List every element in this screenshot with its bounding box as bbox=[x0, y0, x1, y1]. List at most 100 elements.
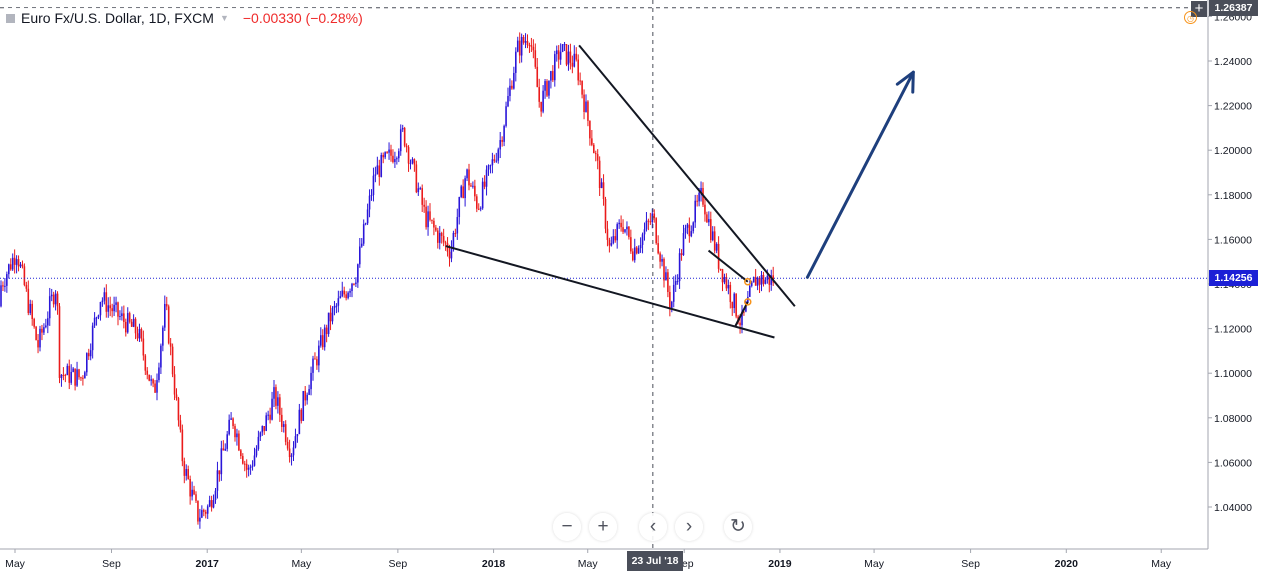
candle-body bbox=[126, 313, 129, 333]
price-axis[interactable]: 1.040001.060001.080001.100001.120001.140… bbox=[1208, 11, 1252, 514]
candle-body bbox=[228, 419, 230, 435]
candle-body bbox=[476, 196, 478, 209]
candle-body bbox=[134, 318, 137, 334]
candle-body bbox=[711, 231, 714, 241]
candle-body bbox=[573, 53, 576, 67]
candle-body bbox=[187, 469, 189, 479]
drawing-handle[interactable] bbox=[744, 298, 752, 306]
candle-body bbox=[536, 66, 539, 88]
candle-body bbox=[366, 209, 369, 224]
falling-wedge-support-line[interactable] bbox=[445, 245, 775, 339]
candle-body bbox=[214, 490, 217, 501]
candle-body bbox=[204, 511, 207, 514]
candle-body bbox=[409, 163, 412, 165]
candle-body bbox=[80, 377, 82, 379]
symbol-title[interactable]: Euro Fx/U.S. Dollar, 1D, FXCM bbox=[21, 10, 214, 26]
chevron-down-icon[interactable]: ▼ bbox=[219, 13, 229, 23]
candle-body bbox=[630, 237, 632, 252]
candle-body bbox=[300, 409, 303, 421]
drawing-handle[interactable] bbox=[744, 278, 752, 286]
candle-body bbox=[33, 319, 35, 327]
candle-body bbox=[189, 478, 191, 497]
candle-body bbox=[281, 414, 283, 427]
candle-body bbox=[511, 85, 513, 89]
candle-body bbox=[398, 151, 400, 159]
candle-body bbox=[411, 159, 414, 164]
scroll-left-button[interactable]: ‹ bbox=[639, 513, 667, 541]
candle-body bbox=[243, 463, 246, 465]
candle-body bbox=[337, 298, 340, 306]
candle-body bbox=[688, 224, 691, 237]
scroll-right-button[interactable]: › bbox=[675, 513, 703, 541]
projection-arrow[interactable] bbox=[805, 70, 915, 279]
candle-body bbox=[641, 234, 644, 245]
candle-body bbox=[132, 318, 135, 327]
x-tick-label: 2020 bbox=[1055, 558, 1079, 570]
candle-body bbox=[571, 62, 574, 67]
x-tick-label: Sep bbox=[102, 558, 121, 570]
candle-body bbox=[128, 313, 131, 322]
candle-body bbox=[542, 90, 544, 112]
candle-body bbox=[686, 224, 689, 228]
candle-body bbox=[37, 340, 39, 348]
candle-body bbox=[87, 353, 90, 357]
candle-body bbox=[433, 220, 435, 228]
candle-body bbox=[600, 182, 603, 189]
drawings[interactable] bbox=[445, 44, 915, 339]
candle-body bbox=[752, 277, 755, 283]
candle-body bbox=[212, 500, 215, 508]
candle-body bbox=[296, 434, 299, 437]
candle-body bbox=[704, 204, 706, 215]
candle-body bbox=[766, 275, 769, 280]
candle-body bbox=[31, 303, 33, 320]
candle-body bbox=[13, 257, 16, 265]
candle-body bbox=[271, 398, 273, 420]
candle-body bbox=[466, 169, 468, 179]
candle-body bbox=[210, 500, 213, 508]
reset-chart-button[interactable]: ↻ bbox=[724, 513, 752, 541]
zoom-in-button[interactable]: + bbox=[589, 513, 617, 541]
candle-body bbox=[54, 293, 57, 305]
falling-wedge-resistance-line[interactable] bbox=[578, 44, 796, 307]
candle-body bbox=[524, 41, 527, 43]
candle-body bbox=[653, 213, 656, 219]
candle-body bbox=[93, 317, 96, 326]
candle-body bbox=[290, 455, 293, 458]
candle-body bbox=[667, 272, 669, 292]
candle-body bbox=[148, 374, 150, 381]
candle-body bbox=[415, 164, 418, 193]
candle-body bbox=[468, 169, 470, 186]
candle-body bbox=[45, 325, 47, 328]
candle-body bbox=[491, 159, 494, 166]
candle-body bbox=[224, 448, 227, 451]
candle-body bbox=[123, 313, 125, 322]
candle-body bbox=[95, 317, 98, 319]
candle-body bbox=[739, 322, 741, 326]
candle-body bbox=[66, 365, 69, 376]
candle-body bbox=[125, 321, 127, 333]
clock-icon[interactable]: ◷ bbox=[1184, 11, 1197, 24]
candle-body bbox=[286, 441, 289, 449]
candle-body bbox=[581, 80, 583, 95]
candle-body bbox=[111, 308, 113, 312]
flag-lower-line[interactable] bbox=[734, 301, 749, 327]
symbol-header: Euro Fx/U.S. Dollar, 1D, FXCM ▼ −0.00330… bbox=[6, 8, 363, 28]
candle-body bbox=[431, 219, 433, 221]
candle-body bbox=[388, 149, 390, 153]
time-axis[interactable]: May Sep 2017 May Sep 2018 May Sep 2019 May Sep 2020… bbox=[5, 549, 1172, 570]
candle-body bbox=[698, 192, 700, 202]
candle-body bbox=[651, 213, 654, 223]
candle-body bbox=[427, 211, 429, 228]
candle-body bbox=[195, 494, 197, 501]
candle-body bbox=[602, 182, 605, 199]
zoom-out-button[interactable]: − bbox=[553, 513, 581, 541]
candle-body bbox=[164, 303, 166, 328]
candle-body bbox=[421, 188, 423, 205]
candle-body bbox=[429, 211, 431, 220]
candle-body bbox=[591, 138, 593, 145]
candle-body bbox=[56, 293, 59, 307]
candle-body bbox=[419, 188, 422, 190]
candle-body bbox=[48, 296, 51, 319]
flag-upper-line[interactable] bbox=[707, 249, 749, 283]
